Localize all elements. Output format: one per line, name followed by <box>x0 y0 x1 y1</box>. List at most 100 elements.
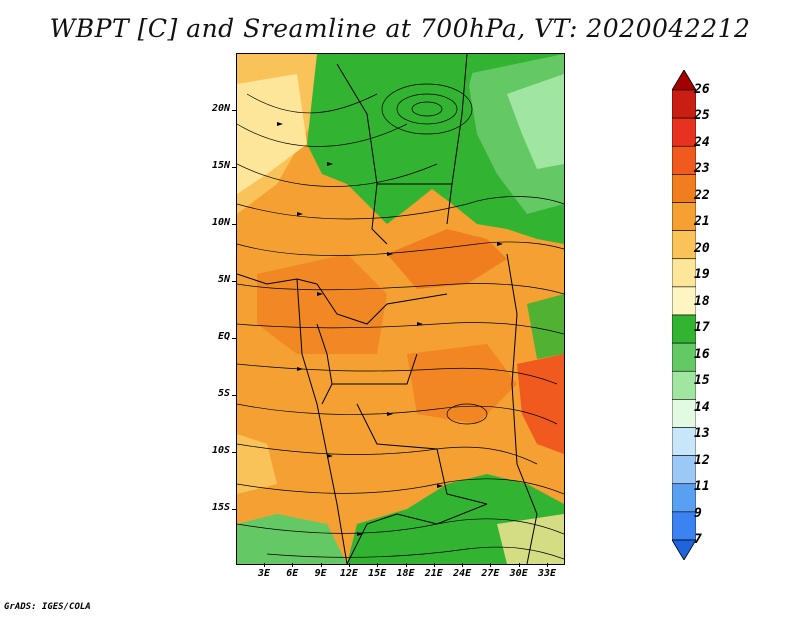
lon-label: 21E <box>424 568 443 579</box>
lat-label: 20N <box>211 103 230 114</box>
border-line <box>316 283 448 325</box>
lon-tick <box>490 563 492 567</box>
country-borders <box>237 54 538 564</box>
border-line <box>446 54 468 225</box>
streamline <box>237 283 564 295</box>
colorbar-segment <box>672 399 696 428</box>
lat-label: 10S <box>211 445 230 456</box>
lat-tick <box>232 110 237 111</box>
colorbar-label: 11 <box>694 479 710 495</box>
lon-label: 6E <box>286 568 299 579</box>
lat-label: 5N <box>217 274 230 285</box>
lon-label: 18E <box>396 568 415 579</box>
colorbar-segment <box>672 370 696 400</box>
lon-tick <box>377 563 379 567</box>
wbpt-north-core-green <box>387 54 477 104</box>
lon-tick <box>264 563 265 567</box>
colorbar-label: 12 <box>694 452 710 468</box>
streamline <box>237 163 438 187</box>
streamline <box>237 518 564 535</box>
border-line <box>332 353 418 385</box>
wbpt-field-map <box>237 54 564 564</box>
colorbar-label: 19 <box>694 267 710 283</box>
border-line <box>356 403 488 505</box>
colorbar-label: 25 <box>694 108 710 124</box>
streamline <box>237 123 408 147</box>
coastline <box>296 278 348 564</box>
lat-tick <box>232 338 237 339</box>
lon-label: 15E <box>368 568 387 579</box>
lon-tick <box>518 563 520 567</box>
streamline <box>237 403 558 425</box>
flow-arrow <box>387 252 393 256</box>
streamline <box>237 241 564 256</box>
colorbar-segment <box>672 342 696 372</box>
coastline <box>237 273 318 285</box>
flow-arrow <box>327 454 333 458</box>
colorbar-segment <box>672 455 696 485</box>
flow-arrow <box>357 532 363 536</box>
colorbar-label: 17 <box>694 320 710 336</box>
colorbar <box>672 70 696 560</box>
colorbar-label: 23 <box>694 161 710 177</box>
wbpt-central-south-hot-zone <box>407 344 517 424</box>
flow-arrow <box>327 162 333 166</box>
streamline <box>237 363 558 385</box>
colorbar-segment <box>672 314 696 344</box>
lat-tick <box>232 167 237 168</box>
lon-label: 33E <box>537 568 557 579</box>
flow-arrow <box>497 242 503 246</box>
colorbar-segment <box>672 483 696 513</box>
streamline-vortex <box>411 101 443 117</box>
colorbar-label: 18 <box>694 293 710 309</box>
colorbar-segment <box>672 174 696 203</box>
colorbar-label: 13 <box>694 426 710 442</box>
colorbar-label: 24 <box>694 134 710 150</box>
lon-label: 3E <box>257 568 271 579</box>
lon-tick <box>348 563 350 567</box>
lon-tick <box>433 563 435 567</box>
lon-label: 24E <box>453 568 472 579</box>
lon-label: 30E <box>509 568 528 579</box>
streamlines <box>237 83 564 560</box>
lon-tick <box>405 563 407 567</box>
colorbar-label: 16 <box>694 346 710 362</box>
lat-label: 10N <box>211 217 230 228</box>
lat-tick <box>232 509 237 510</box>
streamline-vortex <box>381 83 473 135</box>
streamline-vortex <box>396 93 458 125</box>
colorbar-label: 21 <box>694 214 710 230</box>
colorbar-segment <box>672 427 696 456</box>
lat-label: 15N <box>211 160 230 171</box>
colorbar-segment <box>672 202 696 231</box>
colorbar-label: 15 <box>694 373 710 389</box>
lat-tick <box>232 452 237 453</box>
map-title: WBPT [C] and Sreamline at 700hPa, VT: 20… <box>49 14 751 43</box>
lon-label: 27E <box>481 568 500 579</box>
border-line <box>526 513 538 564</box>
colorbar-label: 22 <box>694 187 710 203</box>
border-line <box>316 323 333 405</box>
flow-arrows <box>277 122 503 536</box>
colorbar-label: 20 <box>694 240 710 256</box>
colorbar-segment <box>672 511 696 541</box>
lon-label: 12E <box>339 568 358 579</box>
streamline <box>237 322 564 335</box>
colorbar-label: 9 <box>694 505 702 521</box>
streamline <box>246 93 378 114</box>
streamline <box>237 443 538 465</box>
lat-tick <box>232 224 237 225</box>
flow-arrow <box>417 322 423 326</box>
colorbar-segment <box>672 230 696 260</box>
lat-label: 15S <box>211 502 230 513</box>
lon-tick <box>547 563 548 567</box>
streamline <box>266 546 564 560</box>
map-panel <box>236 53 565 565</box>
streamline-vortex <box>446 403 488 425</box>
flow-arrow <box>387 412 393 416</box>
wbpt-west-hot-zone <box>257 254 387 354</box>
lat-tick <box>232 281 237 282</box>
colorbar-segment <box>672 258 696 288</box>
colorbar-bottom-arrow <box>672 539 696 560</box>
border-line <box>506 253 538 515</box>
